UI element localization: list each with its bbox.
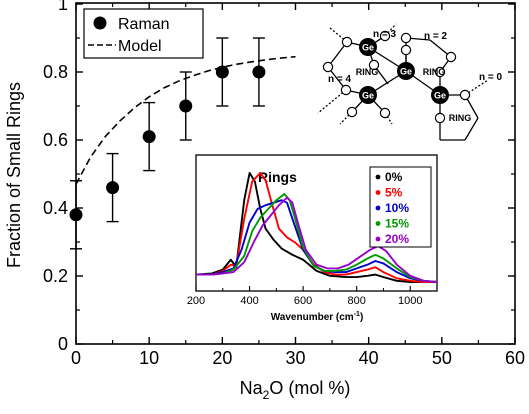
inset-spectrum-plot: 200 400 600 800 1000 Wavenumber (cm-1) Rings 0%… (187, 153, 439, 323)
inset-legend-marker (375, 221, 381, 226)
oxygen-atom (400, 44, 412, 56)
y-axis-label: Fraction of Small Rings (4, 82, 24, 268)
oxygen-atom (346, 106, 358, 118)
oxygen-atom (379, 107, 391, 119)
inset-legend-label: 5% (385, 186, 403, 200)
oxygen-atom (322, 61, 334, 73)
ring-size-label: n = 0 (479, 72, 503, 83)
data-point-raman (106, 181, 120, 195)
y-tick-label: 0.8 (43, 62, 68, 82)
x-tick-label: 60 (505, 348, 525, 368)
x-axis-label-subscript: 2 (263, 388, 270, 402)
ring-label: RING (423, 67, 446, 77)
ge-atom (359, 38, 377, 56)
x-tick-label: 0 (71, 348, 81, 368)
inset-x-tick-label: 400 (240, 295, 258, 307)
data-point-raman (69, 208, 83, 222)
x-tick-label: 50 (432, 348, 452, 368)
y-tick-label: 0 (58, 334, 68, 354)
bond-dotted (339, 111, 353, 125)
inset-x-axis-label-superscript: -1 (354, 311, 360, 318)
ring-size-label: n = 2 (424, 31, 448, 42)
inset-legend-label: 20% (385, 232, 409, 246)
ring-label: RING (356, 67, 379, 77)
data-point-raman (179, 99, 193, 113)
inset-x-tick-label: 800 (347, 295, 365, 307)
ge-atom (359, 86, 377, 104)
inset-series-line (196, 193, 438, 283)
ring-label: RING (449, 113, 472, 123)
x-tick-label: 40 (359, 348, 379, 368)
ge-atom-label: Ge (400, 67, 412, 77)
inset-x-tick-label: 1000 (398, 295, 422, 307)
oxygen-atom (341, 36, 353, 48)
inset-legend-marker (375, 174, 381, 180)
ring-size-label: n = 3 (373, 29, 397, 40)
legend-marker-raman (93, 16, 107, 30)
y-tick-label: 1 (58, 0, 68, 14)
oxygen-atom (368, 59, 380, 71)
inset-legend-label: 15% (385, 217, 409, 231)
legend-box (83, 8, 204, 59)
oxygen-atom (400, 32, 412, 44)
bond-line (327, 41, 348, 68)
inset-x-axis-label-part: ) (360, 312, 363, 323)
inset-legend-marker (375, 236, 381, 242)
data-point-raman (252, 65, 266, 79)
oxygen-atom (340, 84, 352, 96)
legend-label-raman: Raman (118, 16, 170, 33)
data-point-raman (215, 65, 229, 79)
x-axis-label: Na2O (mol %) (240, 378, 351, 402)
x-tick-label: 20 (212, 348, 232, 368)
inset-title: Rings (258, 169, 297, 185)
oxygen-atom (459, 89, 471, 101)
inset-x-tick-label: 600 (294, 295, 312, 307)
ge-atom-label: Ge (362, 43, 374, 53)
ring-size-label: n = 4 (328, 74, 352, 85)
inset-x-tick-label: 200 (187, 295, 205, 307)
y-tick-label: 0.4 (43, 198, 68, 218)
bond-dotted (317, 89, 347, 114)
bond-line (464, 117, 479, 141)
ge-atom (431, 86, 449, 104)
x-axis-label-part: O (mol %) (269, 378, 350, 398)
data-point-raman (142, 130, 156, 144)
y-tick-label: 0.6 (43, 130, 68, 150)
ring-schematic: Ge Ge Ge Ge RING RING RING n = 3 n = 2 n = 4 n = 0 (317, 23, 503, 141)
x-tick-label: 10 (139, 348, 159, 368)
inset-legend-marker (375, 190, 381, 195)
inset-legend-label: 10% (385, 201, 409, 215)
inset-legend-marker (375, 205, 381, 211)
inset-x-axis-label: Wavenumber (cm-1) (271, 311, 364, 323)
oxygen-atom (445, 51, 457, 63)
oxygen-atom (379, 30, 391, 42)
y-tick-label: 0.2 (43, 266, 68, 286)
oxygen-atom (434, 66, 446, 78)
inset-legend-label: 0% (385, 170, 403, 184)
ge-atom-label: Ge (434, 91, 446, 101)
inset-series-line (196, 196, 438, 283)
x-tick-label: 30 (285, 348, 305, 368)
bond-dotted (384, 23, 397, 37)
inset-x-axis-label-part: Wavenumber (cm (271, 312, 354, 323)
ge-atom-label: Ge (362, 91, 374, 101)
legend-label-model: Model (118, 38, 162, 55)
oxygen-atom (434, 112, 446, 124)
ge-atom (397, 62, 415, 80)
inset-series-line (196, 199, 438, 283)
x-axis-label-part: Na (240, 378, 264, 398)
